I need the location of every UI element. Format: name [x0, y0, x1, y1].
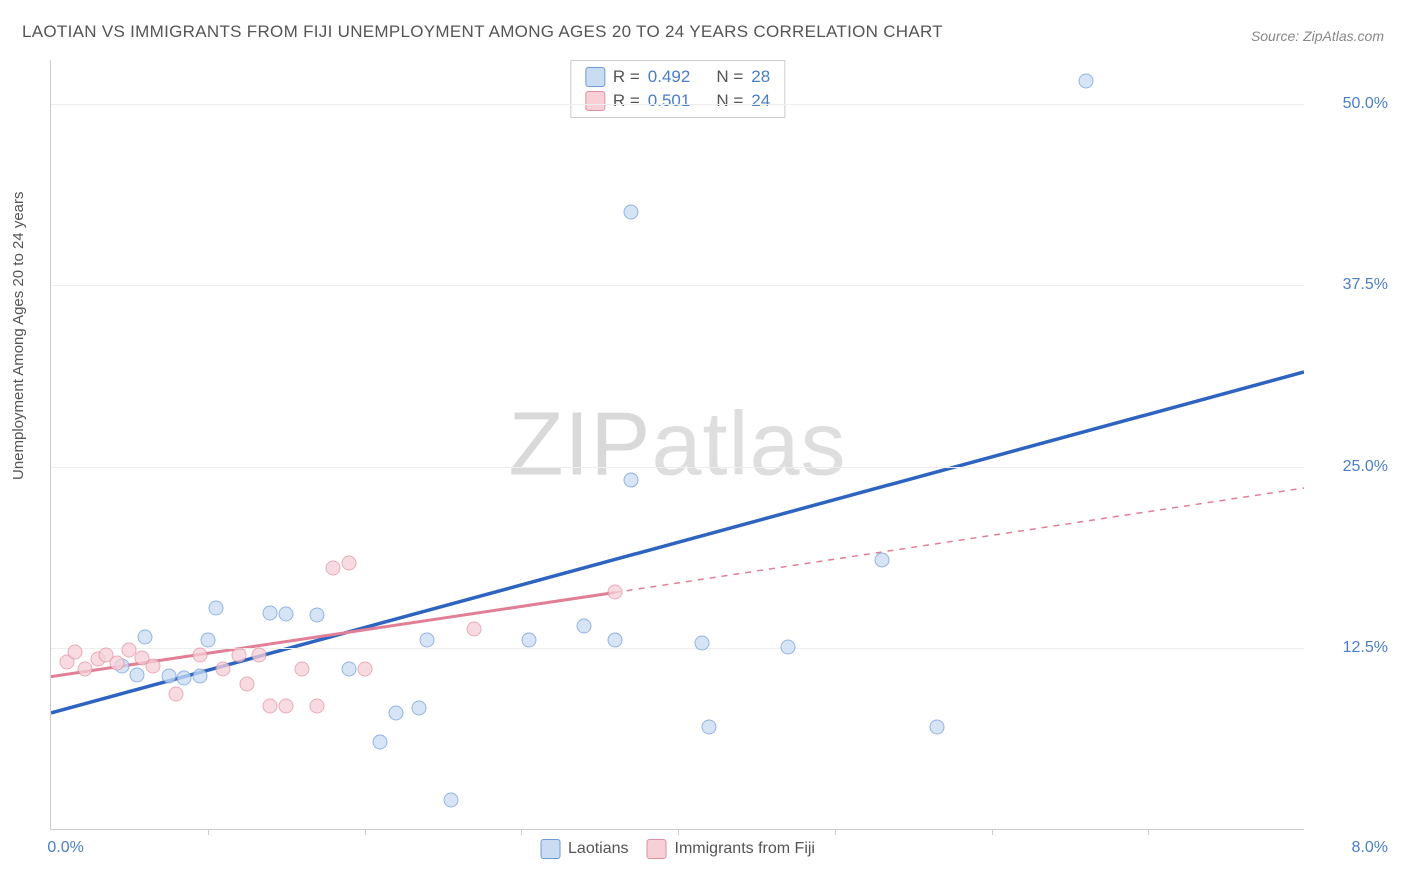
x-tick — [521, 829, 522, 835]
watermark-thin: atlas — [651, 394, 846, 494]
data-point — [420, 633, 435, 648]
data-point — [263, 698, 278, 713]
data-point — [608, 633, 623, 648]
data-point — [373, 734, 388, 749]
plot-area: ZIPatlas R = 0.492 N = 28 R = 0.501 N = … — [50, 60, 1304, 830]
r-label-b: R = — [613, 91, 640, 111]
gridline — [51, 467, 1304, 468]
y-tick-label: 12.5% — [1318, 639, 1388, 657]
data-point — [576, 618, 591, 633]
data-point — [694, 636, 709, 651]
data-point — [412, 701, 427, 716]
data-point — [279, 606, 294, 621]
data-point — [702, 720, 717, 735]
legend-label-b: Immigrants from Fiji — [675, 840, 815, 858]
data-point — [326, 560, 341, 575]
data-point — [467, 621, 482, 636]
data-point — [341, 556, 356, 571]
data-point — [310, 698, 325, 713]
watermark: ZIPatlas — [508, 393, 846, 496]
data-point — [341, 662, 356, 677]
data-point — [1078, 73, 1093, 88]
data-point — [192, 647, 207, 662]
legend: Laotians Immigrants from Fiji — [540, 839, 815, 859]
data-point — [130, 668, 145, 683]
stats-row-series-a: R = 0.492 N = 28 — [585, 65, 770, 89]
data-point — [294, 662, 309, 677]
legend-swatch-a — [540, 839, 560, 859]
x-tick — [678, 829, 679, 835]
data-point — [177, 670, 192, 685]
data-point — [929, 720, 944, 735]
y-axis-label: Unemployment Among Ages 20 to 24 years — [10, 191, 27, 480]
x-tick — [835, 829, 836, 835]
y-tick-label: 50.0% — [1318, 95, 1388, 113]
data-point — [623, 204, 638, 219]
y-tick-label: 25.0% — [1318, 458, 1388, 476]
data-point — [522, 633, 537, 648]
data-point — [161, 669, 176, 684]
data-point — [145, 659, 160, 674]
r-label-a: R = — [613, 67, 640, 87]
data-point — [279, 698, 294, 713]
data-point — [780, 640, 795, 655]
trend-lines-layer — [51, 60, 1304, 829]
n-label-b: N = — [716, 91, 743, 111]
data-point — [232, 647, 247, 662]
n-label-a: N = — [716, 67, 743, 87]
x-axis-max-label: 8.0% — [1318, 839, 1388, 857]
legend-item-b: Immigrants from Fiji — [647, 839, 815, 859]
swatch-series-b — [585, 91, 605, 111]
data-point — [192, 669, 207, 684]
data-point — [78, 662, 93, 677]
data-point — [388, 705, 403, 720]
correlation-stats-box: R = 0.492 N = 28 R = 0.501 N = 24 — [570, 60, 785, 118]
data-point — [216, 662, 231, 677]
data-point — [169, 686, 184, 701]
stats-row-series-b: R = 0.501 N = 24 — [585, 89, 770, 113]
data-point — [67, 644, 82, 659]
data-point — [874, 553, 889, 568]
gridline — [51, 104, 1304, 105]
legend-swatch-b — [647, 839, 667, 859]
data-point — [239, 676, 254, 691]
data-point — [623, 473, 638, 488]
data-point — [310, 608, 325, 623]
trend-line — [615, 488, 1304, 592]
gridline — [51, 285, 1304, 286]
source-attribution: Source: ZipAtlas.com — [1251, 28, 1384, 44]
data-point — [200, 633, 215, 648]
r-value-b: 0.501 — [648, 91, 691, 111]
n-value-a: 28 — [751, 67, 770, 87]
data-point — [252, 647, 267, 662]
x-tick — [992, 829, 993, 835]
x-tick — [208, 829, 209, 835]
data-point — [608, 585, 623, 600]
legend-label-a: Laotians — [568, 840, 629, 858]
data-point — [109, 656, 124, 671]
chart-title: LAOTIAN VS IMMIGRANTS FROM FIJI UNEMPLOY… — [22, 22, 943, 42]
data-point — [208, 601, 223, 616]
legend-item-a: Laotians — [540, 839, 629, 859]
swatch-series-a — [585, 67, 605, 87]
n-value-b: 24 — [751, 91, 770, 111]
x-axis-min-label: 0.0% — [47, 839, 83, 857]
x-tick — [1148, 829, 1149, 835]
y-tick-label: 37.5% — [1318, 276, 1388, 294]
data-point — [443, 792, 458, 807]
data-point — [138, 630, 153, 645]
x-tick — [365, 829, 366, 835]
data-point — [357, 662, 372, 677]
data-point — [263, 605, 278, 620]
r-value-a: 0.492 — [648, 67, 691, 87]
